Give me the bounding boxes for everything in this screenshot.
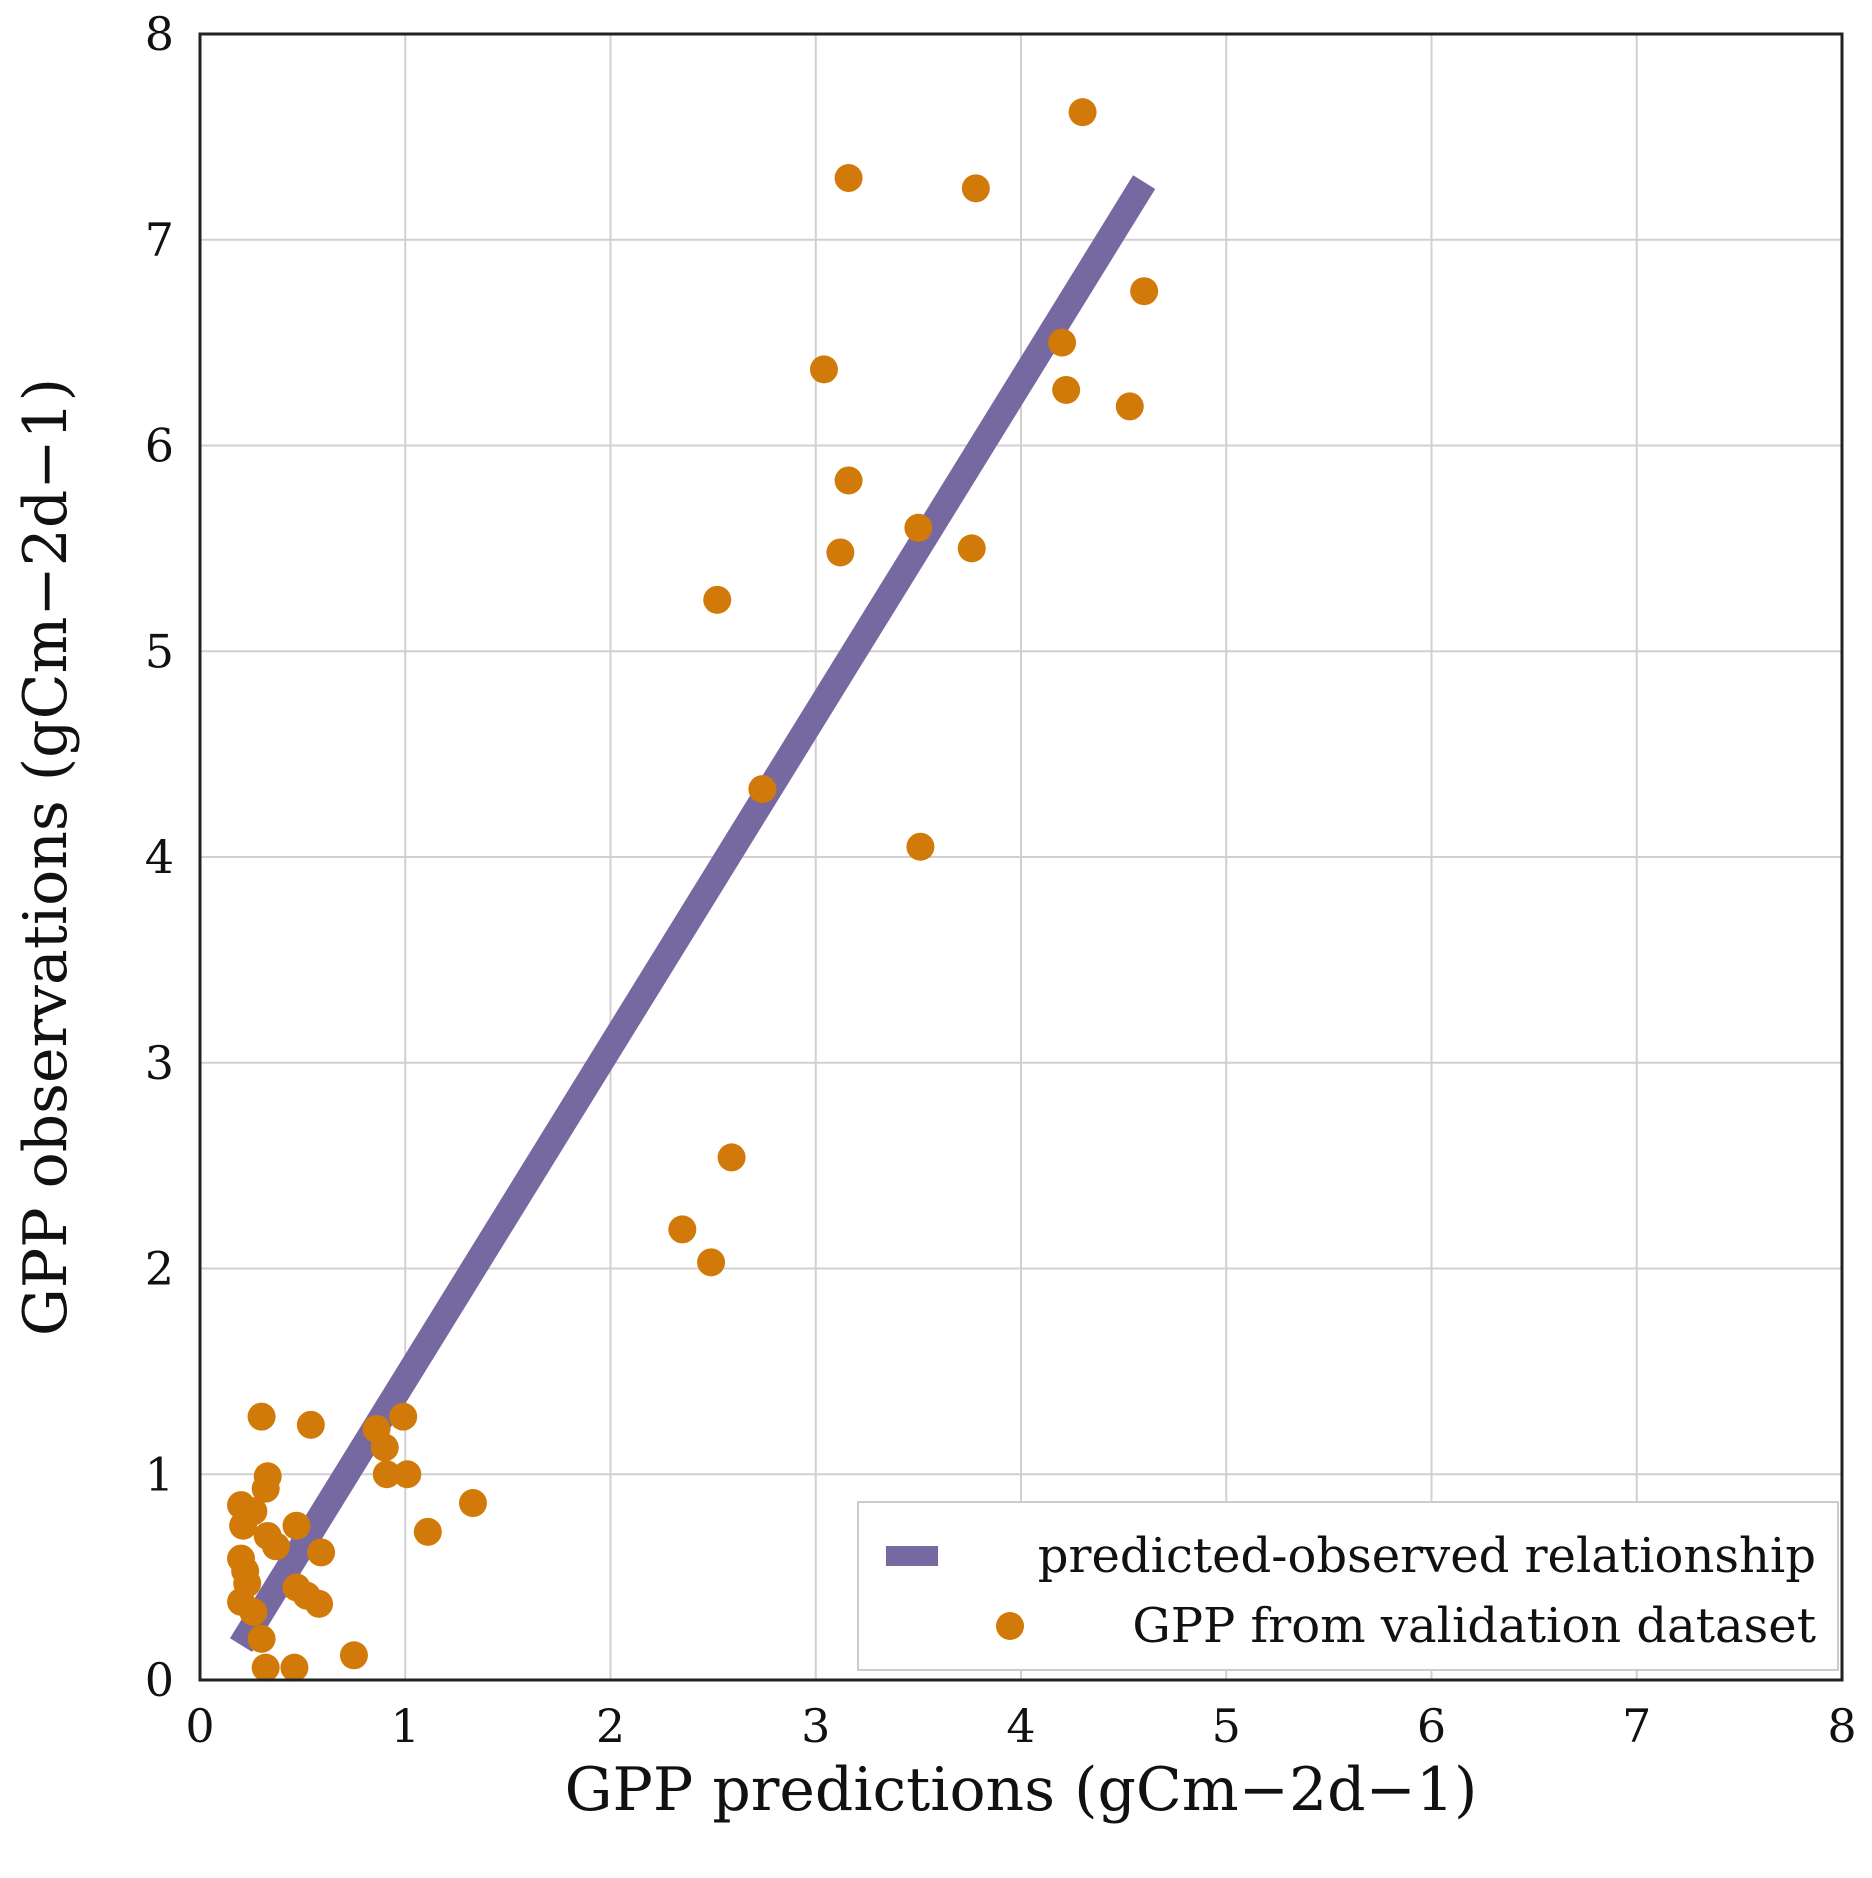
x-tick-label: 5 <box>1212 1699 1241 1753</box>
x-tick-label: 7 <box>1622 1699 1651 1753</box>
relationship-line-layer <box>229 175 1156 1652</box>
data-point <box>1130 277 1159 306</box>
y-tick-label: 4 <box>145 830 174 884</box>
data-point <box>1048 328 1077 357</box>
legend-marker-label: GPP from validation dataset <box>1132 1598 1816 1654</box>
x-tick-label: 2 <box>596 1699 625 1753</box>
data-point <box>307 1538 336 1567</box>
x-axis-label: GPP predictions (gCm−2d−1) <box>565 1755 1478 1825</box>
plot-frame <box>198 32 1844 1682</box>
legend-marker-swatch <box>996 1612 1024 1640</box>
data-point <box>247 1402 276 1431</box>
data-point <box>389 1402 418 1431</box>
data-point <box>703 585 732 614</box>
y-axis-label: GPP observations (gCm−2d−1) <box>11 378 81 1336</box>
x-axis-ticks: 0 1 2 3 4 5 6 7 8 <box>185 1699 1856 1753</box>
data-point <box>239 1497 268 1526</box>
y-tick-label: 8 <box>145 7 174 61</box>
scatter-points-layer <box>227 98 1159 1682</box>
data-point <box>305 1589 334 1618</box>
y-tick-label: 5 <box>145 624 174 678</box>
data-point <box>339 1641 368 1670</box>
y-axis-ticks: 0 1 2 3 4 5 6 7 8 <box>145 7 174 1707</box>
data-point <box>904 513 933 542</box>
y-tick-label: 6 <box>145 419 174 473</box>
data-point <box>282 1511 311 1540</box>
data-point <box>834 164 863 193</box>
data-point <box>961 174 990 203</box>
data-point <box>748 775 777 804</box>
data-point <box>809 355 838 384</box>
x-tick-label: 6 <box>1417 1699 1446 1753</box>
y-tick-label: 2 <box>145 1242 174 1296</box>
data-point <box>261 1532 290 1561</box>
legend: predicted-observed relationship GPP from… <box>857 1501 1839 1671</box>
data-point <box>239 1598 268 1627</box>
legend-box <box>857 1501 1839 1671</box>
data-point <box>296 1410 325 1439</box>
data-point <box>372 1460 401 1489</box>
data-point <box>458 1489 487 1518</box>
y-tick-label: 1 <box>145 1447 174 1501</box>
data-point <box>834 466 863 495</box>
data-point <box>370 1433 399 1462</box>
x-tick-label: 1 <box>391 1699 420 1753</box>
data-point <box>280 1653 309 1682</box>
x-tick-label: 8 <box>1827 1699 1856 1753</box>
data-point <box>697 1248 726 1277</box>
x-tick-label: 4 <box>1006 1699 1035 1753</box>
data-point <box>251 1653 280 1682</box>
data-point <box>668 1215 697 1244</box>
y-tick-label: 0 <box>145 1653 174 1707</box>
data-point <box>247 1624 276 1653</box>
data-point <box>717 1143 746 1172</box>
y-tick-label: 7 <box>145 213 174 267</box>
data-point <box>906 832 935 861</box>
data-point <box>251 1474 280 1503</box>
data-point <box>1115 392 1144 421</box>
x-tick-label: 0 <box>185 1699 214 1753</box>
data-point <box>826 538 855 567</box>
y-tick-label: 3 <box>145 1036 174 1090</box>
relationship-line <box>229 175 1156 1652</box>
legend-line-label: predicted-observed relationship <box>1038 1528 1816 1584</box>
x-tick-label: 3 <box>801 1699 830 1753</box>
data-point <box>1068 98 1097 127</box>
data-point <box>413 1517 442 1546</box>
data-point <box>393 1460 422 1489</box>
data-point <box>1052 375 1081 404</box>
data-point <box>957 534 986 563</box>
